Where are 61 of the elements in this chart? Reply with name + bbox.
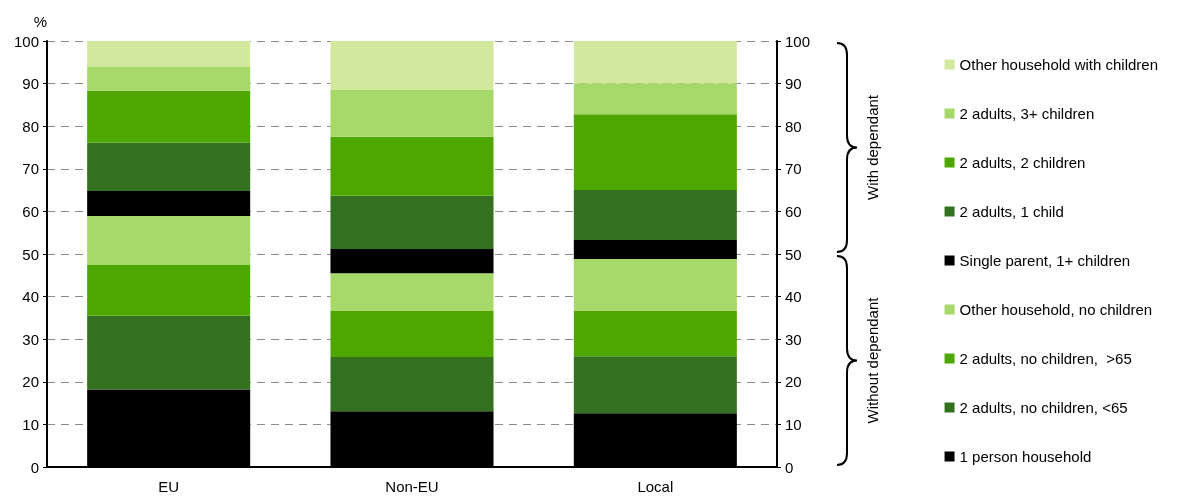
bar xyxy=(330,89,494,137)
y-tick-label: 60 xyxy=(22,202,39,220)
y-tick-label: 90 xyxy=(22,75,39,93)
bar xyxy=(330,195,494,249)
legend-label: Other household, no children xyxy=(959,301,1153,318)
y-tick-label: 10 xyxy=(22,415,39,433)
legend-label: 2 adults, no children, >65 xyxy=(959,350,1132,367)
y2-tick-label: 100 xyxy=(785,32,811,50)
y-tick-label: 0 xyxy=(30,458,39,476)
x-tick-label: EU xyxy=(158,478,180,495)
bar xyxy=(330,273,494,312)
bar xyxy=(573,41,737,84)
legend-label: 2 adults, no children, <65 xyxy=(959,399,1128,416)
bar xyxy=(87,90,251,143)
bar xyxy=(330,136,494,196)
y-tick-label: 100 xyxy=(13,32,39,50)
bar xyxy=(87,142,251,191)
x-tick-label: Local xyxy=(637,478,674,495)
bar xyxy=(87,216,251,266)
y-tick-label: 80 xyxy=(22,117,39,135)
bar xyxy=(87,190,251,217)
bar xyxy=(573,190,737,240)
bar xyxy=(573,356,737,414)
legend-label: 1 person household xyxy=(959,448,1092,465)
y-tick-label: 50 xyxy=(22,245,39,263)
bar xyxy=(87,66,251,91)
legend-label: 2 adults, 2 children xyxy=(959,154,1086,171)
y2-tick-label: 20 xyxy=(785,373,802,391)
bar xyxy=(87,41,251,67)
y-tick-label: 70 xyxy=(22,160,39,178)
bar xyxy=(87,315,251,390)
bar xyxy=(330,41,494,90)
y2-tick-label: 40 xyxy=(785,288,802,306)
bar xyxy=(573,239,737,260)
bar xyxy=(330,357,494,412)
text: With dependant xyxy=(864,94,881,201)
y2-tick-label: 80 xyxy=(785,117,802,135)
y-tick-label: 30 xyxy=(22,330,39,348)
bar xyxy=(87,265,251,316)
y2-tick-label: 60 xyxy=(785,202,802,220)
text: Without dependant xyxy=(864,296,881,424)
legend-label: Single parent, 1+ children xyxy=(959,252,1131,269)
bar xyxy=(573,114,737,191)
bar xyxy=(330,248,494,274)
y2-tick-label: 50 xyxy=(785,245,802,263)
bar xyxy=(573,311,737,357)
legend-label: Other household with children xyxy=(959,56,1158,73)
y2-tick-label: 90 xyxy=(785,75,802,93)
y-tick-label: 40 xyxy=(22,288,39,306)
y-axis-title: % xyxy=(33,13,47,30)
y2-tick-label: 0 xyxy=(785,458,794,476)
y2-tick-label: 30 xyxy=(785,330,802,348)
y2-tick-label: 70 xyxy=(785,160,802,178)
legend-label: 2 adults, 1 child xyxy=(959,203,1064,220)
bar xyxy=(330,311,494,358)
x-tick-label: Non-EU xyxy=(385,478,439,495)
legend-label: 2 adults, 3+ children xyxy=(959,105,1095,122)
bar xyxy=(573,259,737,312)
y-tick-label: 20 xyxy=(22,373,39,391)
bar xyxy=(573,83,737,115)
y2-tick-label: 10 xyxy=(785,415,802,433)
